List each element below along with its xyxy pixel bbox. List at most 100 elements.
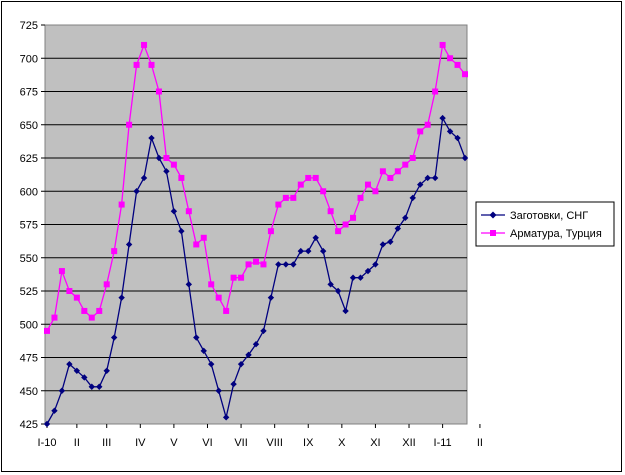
- data-point: [44, 327, 50, 334]
- x-tick-label: III: [102, 437, 111, 449]
- data-point: [409, 194, 416, 202]
- data-point: [402, 161, 409, 168]
- data-point: [103, 367, 110, 374]
- x-tick-label: II: [74, 437, 80, 449]
- data-point: [372, 261, 379, 268]
- data-point: [208, 281, 215, 288]
- data-point: [185, 208, 192, 215]
- data-point: [193, 241, 200, 248]
- x-tick-label: V: [170, 437, 178, 449]
- data-point: [461, 154, 469, 162]
- data-point: [342, 307, 349, 315]
- data-point: [447, 55, 454, 62]
- data-point: [73, 367, 81, 374]
- data-point: [133, 61, 140, 68]
- data-point: [462, 71, 468, 78]
- data-point: [66, 288, 73, 294]
- x-tick-label: XI: [370, 437, 380, 449]
- data-point: [178, 227, 185, 235]
- data-point: [342, 221, 349, 228]
- data-point: [327, 208, 334, 215]
- data-point: [230, 380, 237, 388]
- data-point: [126, 121, 133, 128]
- data-point: [223, 307, 230, 314]
- series-layer: [43, 41, 469, 428]
- data-point: [446, 128, 454, 135]
- data-point: [439, 114, 446, 122]
- legend-label-series-2: Арматура, Турция: [510, 228, 602, 240]
- data-point: [200, 347, 207, 355]
- data-point: [364, 181, 371, 188]
- data-point: [267, 228, 274, 235]
- legend-label-series-1: Заготовки, СНГ: [510, 210, 588, 222]
- data-point: [148, 134, 155, 142]
- series-2: [44, 41, 468, 334]
- series-1: [43, 114, 469, 428]
- y-tick-label: 675: [20, 87, 38, 99]
- data-point: [290, 194, 297, 201]
- y-tick-label: 550: [20, 253, 38, 265]
- data-point: [350, 214, 357, 221]
- x-tick-label: I-11: [434, 437, 452, 449]
- data-point: [417, 181, 424, 188]
- data-point: [275, 201, 282, 208]
- data-point: [409, 155, 416, 161]
- data-point: [155, 88, 162, 95]
- data-point: [163, 155, 170, 161]
- data-point: [454, 61, 461, 68]
- data-point: [215, 294, 222, 301]
- y-tick-label: 600: [20, 186, 38, 198]
- legend-box: [475, 201, 615, 247]
- data-point: [58, 268, 65, 275]
- x-tick-label: VII: [234, 437, 247, 449]
- data-point: [334, 287, 342, 295]
- data-point: [454, 134, 461, 142]
- data-point: [305, 174, 312, 181]
- data-point: [364, 267, 372, 275]
- data-point: [372, 188, 379, 195]
- x-tick-label: VIII: [266, 437, 283, 449]
- y-tick-label: 575: [20, 220, 38, 232]
- data-point: [88, 383, 95, 390]
- data-point: [215, 387, 222, 394]
- data-point: [282, 261, 290, 268]
- square-marker-icon: [490, 230, 496, 236]
- data-point: [140, 174, 148, 182]
- data-point: [118, 294, 125, 301]
- x-axis-ticks: I-10 II III IV V VI VII VIII IX X XI XII I-11 II: [38, 424, 483, 449]
- data-point: [81, 307, 88, 314]
- data-point: [170, 161, 177, 168]
- data-point: [170, 208, 178, 215]
- data-point: [417, 128, 424, 135]
- data-point: [208, 360, 215, 368]
- data-point: [88, 314, 95, 321]
- data-point: [110, 334, 118, 341]
- data-point: [141, 41, 148, 48]
- data-point: [431, 174, 439, 182]
- data-point: [424, 174, 431, 182]
- data-point: [81, 374, 88, 381]
- data-point: [319, 247, 327, 255]
- data-point: [111, 248, 118, 255]
- y-tick-label: 625: [20, 153, 38, 165]
- data-point: [387, 238, 394, 245]
- y-tick-label: 525: [20, 286, 38, 298]
- data-point: [320, 188, 327, 195]
- data-point: [200, 234, 207, 241]
- data-point: [297, 181, 304, 188]
- data-point: [253, 258, 259, 265]
- x-tick-label: VI: [202, 437, 212, 449]
- data-point: [222, 414, 230, 421]
- y-tick-label: 700: [20, 53, 38, 65]
- data-point: [237, 360, 245, 368]
- y-tick-label: 450: [20, 386, 38, 398]
- data-point: [103, 281, 110, 288]
- data-point: [282, 194, 289, 201]
- data-point: [402, 214, 409, 222]
- data-point: [238, 274, 245, 281]
- data-point: [357, 274, 364, 281]
- legend: Заготовки, СНГ Арматура, Турция: [475, 201, 615, 247]
- y-tick-label: 725: [20, 20, 38, 32]
- data-point: [96, 383, 103, 390]
- x-tick-label: I-10: [38, 437, 57, 449]
